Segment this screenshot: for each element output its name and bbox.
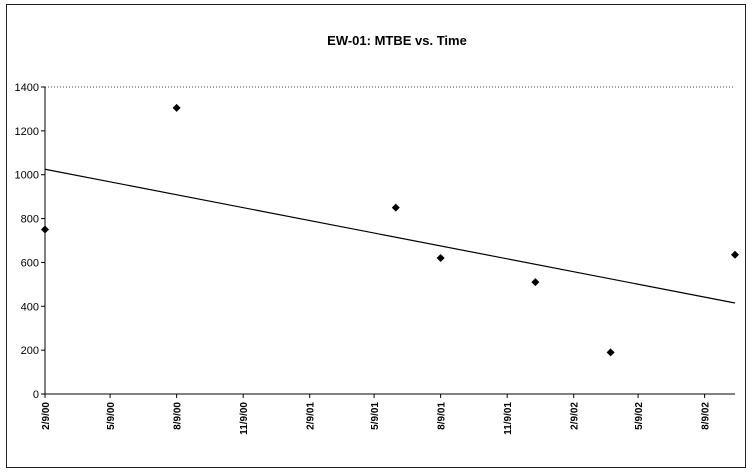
y-tick-label: 800 <box>21 214 39 226</box>
x-tick-label: 2/9/00 <box>41 402 52 430</box>
x-tick-label: 2/9/01 <box>306 402 317 430</box>
x-tick-label: 5/9/01 <box>370 402 381 430</box>
data-point <box>41 225 49 234</box>
data-point <box>172 103 181 112</box>
x-tick-label: 8/9/01 <box>437 402 448 430</box>
y-tick-label: 600 <box>21 257 39 269</box>
y-tick-label: 200 <box>21 345 39 357</box>
data-point <box>436 254 445 263</box>
trend-line <box>44 168 736 304</box>
data-point <box>606 348 615 357</box>
data-point <box>731 250 739 259</box>
x-tick-label: 5/9/00 <box>106 402 117 430</box>
x-tick-label: 11/9/01 <box>503 402 514 435</box>
y-tick-label: 0 <box>33 389 39 401</box>
data-points <box>41 103 739 357</box>
x-tick-label: 2/9/02 <box>570 402 581 430</box>
x-tick-label: 8/9/00 <box>173 402 184 430</box>
data-point <box>531 278 540 287</box>
chart-frame: EW-01: MTBE vs. Time 0 200 400 600 800 1000 12… <box>6 4 746 468</box>
x-tick-label: 11/9/00 <box>239 402 250 435</box>
x-tick-label: 5/9/02 <box>634 402 645 430</box>
x-axis-ticks: 2/9/00 5/9/00 8/9/00 11/9/00 2/9/01 5/9/01 8/9… <box>41 394 712 435</box>
chart-title: EW-01: MTBE vs. Time <box>327 33 467 48</box>
y-tick-label: 1000 <box>15 170 39 182</box>
y-tick-label: 1400 <box>15 82 39 94</box>
chart-svg: EW-01: MTBE vs. Time 0 200 400 600 800 1000 12… <box>15 33 739 435</box>
y-tick-label: 400 <box>21 301 39 313</box>
y-tick-label: 1200 <box>15 126 39 138</box>
data-point <box>391 203 400 212</box>
y-axis-ticks: 0 200 400 600 800 1000 1200 1400 <box>15 82 45 401</box>
x-tick-label: 8/9/02 <box>701 402 712 430</box>
